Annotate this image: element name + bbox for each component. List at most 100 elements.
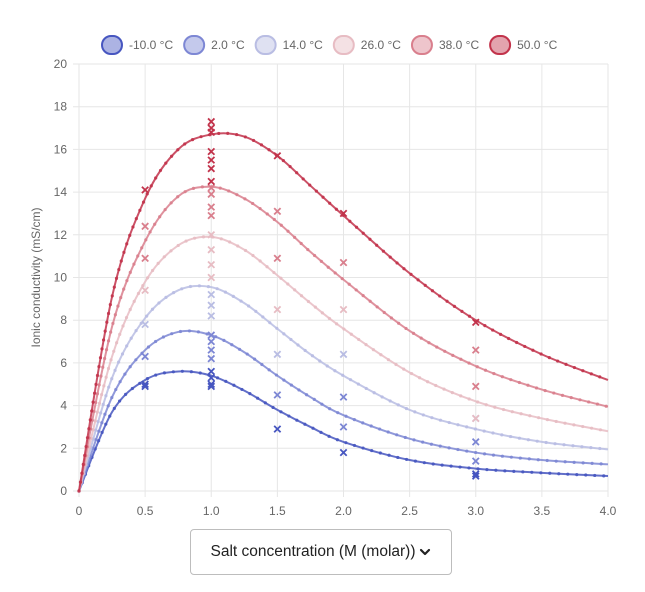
fit-curve-dot	[164, 161, 168, 165]
fit-curve-dot	[581, 461, 585, 465]
fit-curve-dot	[380, 395, 384, 399]
fit-curve-dot	[547, 356, 551, 360]
measured-point-stroke	[339, 448, 348, 457]
x-tick-label: 2.5	[401, 504, 418, 518]
legend-item[interactable]: 50.0 °C	[489, 35, 558, 55]
fit-curve-dot	[138, 381, 142, 385]
measured-point-stroke	[207, 374, 216, 382]
fit-curve-dot	[199, 135, 203, 139]
fit-curve-dot	[521, 470, 525, 474]
measured-point	[207, 354, 216, 363]
fit-curve-dot	[246, 304, 251, 308]
fit-curve-dot	[110, 294, 114, 298]
fit-curve-dot	[275, 326, 279, 330]
fit-curve-dot	[251, 201, 255, 206]
fit-curve-dot	[580, 445, 584, 449]
fit-curve-dot	[438, 444, 442, 448]
fit-curve-dot	[545, 458, 549, 463]
fit-curve-dot	[396, 403, 400, 407]
fit-curve-dot	[404, 457, 409, 462]
fit-curve-dot	[371, 348, 376, 352]
fit-curve-dot	[560, 393, 565, 397]
legend-swatch	[489, 35, 512, 55]
fit-curve-dot	[187, 329, 192, 333]
fit-curve-dot	[506, 336, 511, 341]
fit-curve-dot	[134, 358, 138, 362]
fit-curve-dot	[344, 441, 348, 445]
fit-curve-dot	[566, 472, 570, 476]
fit-curve-dot	[348, 378, 353, 382]
fit-curve-dot	[282, 332, 286, 336]
fit-curve-dot	[97, 439, 101, 443]
fit-curve-dot	[124, 316, 129, 320]
measured-point-stroke	[273, 207, 282, 216]
fit-curve-dot	[589, 446, 593, 450]
fit-curve-dot	[500, 454, 505, 458]
fit-curve-dot	[503, 469, 507, 473]
measured-point-stroke	[207, 190, 216, 199]
fit-curve-dot	[100, 430, 104, 434]
fit-curve-dot	[271, 405, 275, 410]
measured-point	[207, 331, 216, 339]
fit-curve-dot	[163, 207, 167, 212]
fit-curve-dot	[132, 299, 136, 303]
fit-curve-dot	[214, 335, 218, 339]
fit-curve-dot	[526, 438, 530, 442]
fit-curve-dot	[183, 190, 187, 194]
fit-curve-dot	[368, 299, 372, 303]
x-tick-label: 1.5	[269, 504, 286, 518]
legend-item[interactable]: 26.0 °C	[332, 35, 401, 55]
y-tick-label: 0	[60, 484, 67, 498]
measured-point	[273, 305, 282, 314]
fit-curve-dot	[145, 276, 150, 280]
fit-curve-dot	[134, 217, 138, 221]
legend-item[interactable]: -10.0 °C	[101, 35, 173, 55]
fit-curve-dot	[494, 468, 498, 472]
fit-curve-dot	[224, 379, 228, 383]
fit-curve-dot	[215, 287, 219, 291]
fit-curve-dot	[402, 267, 406, 271]
fit-curve-dot	[106, 339, 111, 343]
fit-curve-dot	[537, 416, 541, 420]
fit-curve-dot	[430, 289, 435, 293]
measured-point-stroke	[339, 423, 348, 431]
fit-curve-dot	[519, 412, 523, 416]
fit-curve-dot	[254, 309, 258, 313]
fit-curve-dot	[397, 321, 401, 325]
fit-curve-dot	[97, 429, 101, 433]
fit-curve-dot	[427, 341, 431, 345]
x-variable-select[interactable]: Salt concentration (M (molar))	[190, 529, 452, 575]
fit-curve-dot	[578, 398, 582, 402]
fit-curve-dot	[138, 208, 142, 212]
fit-curve-dot	[459, 357, 463, 361]
fit-curve-dot	[154, 339, 158, 344]
fit-curve-dot	[103, 329, 107, 333]
fit-curve-dot	[386, 358, 391, 362]
x-tick-label: 2.0	[335, 504, 352, 518]
measured-point	[207, 337, 216, 346]
legend-item[interactable]: 2.0 °C	[183, 35, 245, 55]
y-tick-label: 4	[60, 399, 67, 413]
fit-curve-dot	[450, 390, 454, 395]
fit-curve-dot	[80, 471, 84, 475]
legend-swatch	[332, 35, 355, 55]
measured-point-stroke	[207, 156, 216, 164]
fit-curve-dot	[361, 231, 365, 235]
fit-curve-dot	[589, 426, 594, 430]
fit-curve-dot	[421, 413, 425, 417]
measured-point-stroke	[471, 382, 480, 391]
fit-curve-dot	[368, 237, 372, 241]
measured-point	[141, 286, 149, 295]
fit-curve-dot	[465, 425, 469, 429]
y-tick-label: 6	[60, 356, 67, 370]
fit-curve-dot	[361, 421, 365, 425]
fit-curve-dot	[235, 193, 239, 197]
legend-item[interactable]: 14.0 °C	[254, 35, 323, 55]
fit-curve-dot	[361, 294, 365, 298]
measured-point-stroke	[207, 380, 216, 389]
fit-curve-dot	[96, 419, 100, 424]
fit-curve-dot	[279, 276, 283, 280]
legend-item[interactable]: 38.0 °C	[410, 35, 479, 55]
fit-curve-dot	[162, 371, 167, 375]
fit-curve-dot	[449, 464, 453, 468]
